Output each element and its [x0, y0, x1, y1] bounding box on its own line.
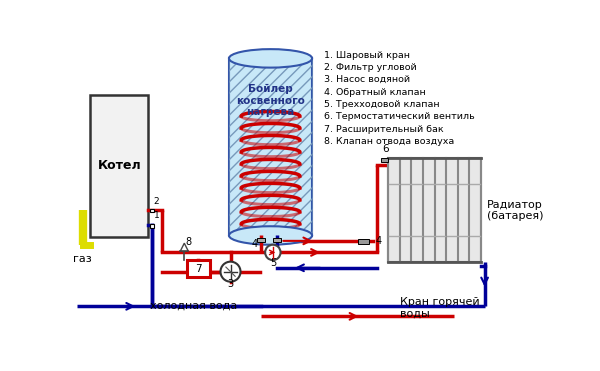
- Text: 7. Расширительный бак: 7. Расширительный бак: [325, 125, 444, 134]
- Text: 1. Шаровый кран: 1. Шаровый кран: [325, 51, 410, 60]
- Text: 1: 1: [154, 211, 159, 220]
- Circle shape: [265, 245, 281, 260]
- Bar: [91, 95, 148, 237]
- Ellipse shape: [229, 226, 312, 245]
- Text: газ: газ: [73, 254, 92, 264]
- Bar: [380, 158, 388, 162]
- Polygon shape: [181, 243, 188, 251]
- Text: 8: 8: [186, 237, 192, 247]
- Text: Бойлер
косвенного
нагрева: Бойлер косвенного нагрева: [236, 84, 305, 117]
- Text: 4. Обратный клапан: 4. Обратный клапан: [325, 88, 426, 96]
- Text: 8. Клапан отвода воздуха: 8. Клапан отвода воздуха: [325, 137, 455, 146]
- Text: 5: 5: [270, 258, 276, 268]
- Bar: [229, 58, 312, 236]
- Bar: [358, 239, 369, 244]
- Text: Кран горячей
воды: Кран горячей воды: [400, 297, 479, 319]
- Text: 2. Фильтр угловой: 2. Фильтр угловой: [325, 63, 417, 72]
- Text: 3: 3: [227, 279, 233, 289]
- Bar: [149, 209, 154, 212]
- Bar: [149, 224, 154, 228]
- Text: 5. Трехходовой клапан: 5. Трехходовой клапан: [325, 100, 440, 109]
- Text: 3. Насос водяной: 3. Насос водяной: [325, 75, 410, 84]
- Ellipse shape: [229, 49, 312, 68]
- Text: 4: 4: [252, 239, 258, 249]
- Bar: [229, 58, 312, 236]
- Bar: [273, 238, 281, 242]
- Text: Радиатор
(батарея): Радиатор (батарея): [487, 200, 544, 221]
- Text: 2: 2: [154, 197, 159, 206]
- Text: 6: 6: [382, 144, 389, 154]
- Text: 4: 4: [375, 236, 382, 246]
- Bar: [187, 260, 210, 277]
- Text: Котел: Котел: [97, 159, 141, 172]
- Text: 6. Термостатический вентиль: 6. Термостатический вентиль: [325, 112, 475, 121]
- Text: 7: 7: [195, 263, 202, 273]
- Bar: [388, 158, 481, 262]
- Bar: [257, 238, 265, 242]
- Circle shape: [220, 262, 241, 282]
- Text: холодная вода: холодная вода: [149, 300, 237, 310]
